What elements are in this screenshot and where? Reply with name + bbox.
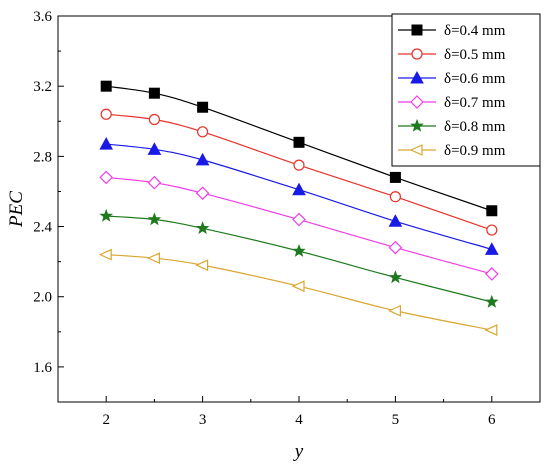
x-tick-label: 2 <box>102 412 110 428</box>
data-point <box>99 170 114 185</box>
data-point <box>292 212 306 227</box>
x-axis: 2 3 4 5 6 <box>102 396 496 428</box>
y-axis: 1.6 2.0 2.4 2.8 3.2 3.6 <box>33 9 64 376</box>
data-point <box>148 87 160 99</box>
y-tick-label: 2.0 <box>33 290 52 306</box>
data-point <box>195 186 210 201</box>
data-point <box>197 126 209 138</box>
y-axis-title: PEC <box>6 191 27 228</box>
series-5 <box>98 248 498 336</box>
legend-marker <box>410 95 424 109</box>
data-point <box>147 142 162 155</box>
y-tick-label: 3.2 <box>33 79 52 95</box>
data-point <box>388 240 403 255</box>
data-point <box>292 182 306 196</box>
x-axis-title: y <box>293 441 304 462</box>
legend-item: δ=0.8 mm <box>398 118 506 135</box>
y-tick-label: 1.6 <box>33 360 52 376</box>
legend: δ=0.4 mm δ=0.5 mm δ=0.6 mm δ=0.7 mm δ=0.8 mm… <box>391 13 541 167</box>
data-point <box>485 294 499 308</box>
y-tick-label: 2.4 <box>33 220 52 236</box>
legend-label: δ=0.7 mm <box>444 95 506 111</box>
legend-marker <box>410 118 424 132</box>
y-tick-label: 3.6 <box>33 9 52 25</box>
legend-item: δ=0.6 mm <box>398 70 506 87</box>
data-point <box>195 221 210 235</box>
data-point <box>148 113 160 126</box>
data-point <box>195 259 209 272</box>
x-tick-label: 5 <box>392 412 400 428</box>
legend-item: δ=0.9 mm <box>398 143 506 159</box>
data-point <box>486 224 498 236</box>
data-point <box>293 136 305 148</box>
data-point <box>99 137 114 150</box>
legend-label: δ=0.4 mm <box>444 23 506 39</box>
data-point <box>484 242 499 255</box>
series-1 <box>100 108 498 236</box>
series-4 <box>99 208 499 308</box>
data-point <box>484 324 498 336</box>
y-tick-label: 2.8 <box>33 149 52 165</box>
data-point <box>293 159 305 171</box>
data-point <box>292 243 306 257</box>
data-point <box>387 304 401 317</box>
legend-label: δ=0.9 mm <box>444 143 506 159</box>
legend-box <box>391 13 541 167</box>
legend-item: δ=0.7 mm <box>398 95 506 111</box>
x-tick-label: 6 <box>488 412 496 428</box>
series-3 <box>99 170 499 281</box>
legend-item: δ=0.4 mm <box>398 23 506 39</box>
legend-item: δ=0.5 mm <box>398 47 506 63</box>
legend-marker <box>411 24 423 36</box>
legend-marker <box>410 70 424 84</box>
data-point <box>484 267 499 281</box>
data-point <box>195 152 210 166</box>
series-layer <box>98 80 499 336</box>
data-point <box>147 212 162 226</box>
series-2 <box>99 137 499 255</box>
data-point <box>486 205 498 217</box>
data-point <box>389 191 401 203</box>
legend-marker <box>409 144 423 156</box>
data-point <box>99 208 113 222</box>
legend-label: δ=0.5 mm <box>444 47 506 63</box>
data-point <box>100 80 112 92</box>
x-tick-label: 3 <box>199 412 207 428</box>
series-0 <box>100 80 498 217</box>
data-point <box>388 270 403 284</box>
data-point <box>100 108 112 120</box>
data-point <box>197 101 209 113</box>
x-tick-label: 4 <box>295 412 303 428</box>
legend-marker <box>411 48 423 60</box>
data-point <box>147 175 162 190</box>
data-point <box>146 252 160 265</box>
legend-label: δ=0.8 mm <box>444 119 506 135</box>
legend-label: δ=0.6 mm <box>444 71 506 87</box>
data-point <box>291 280 305 293</box>
data-point <box>98 248 112 261</box>
data-point <box>388 214 403 227</box>
data-point <box>389 171 401 183</box>
